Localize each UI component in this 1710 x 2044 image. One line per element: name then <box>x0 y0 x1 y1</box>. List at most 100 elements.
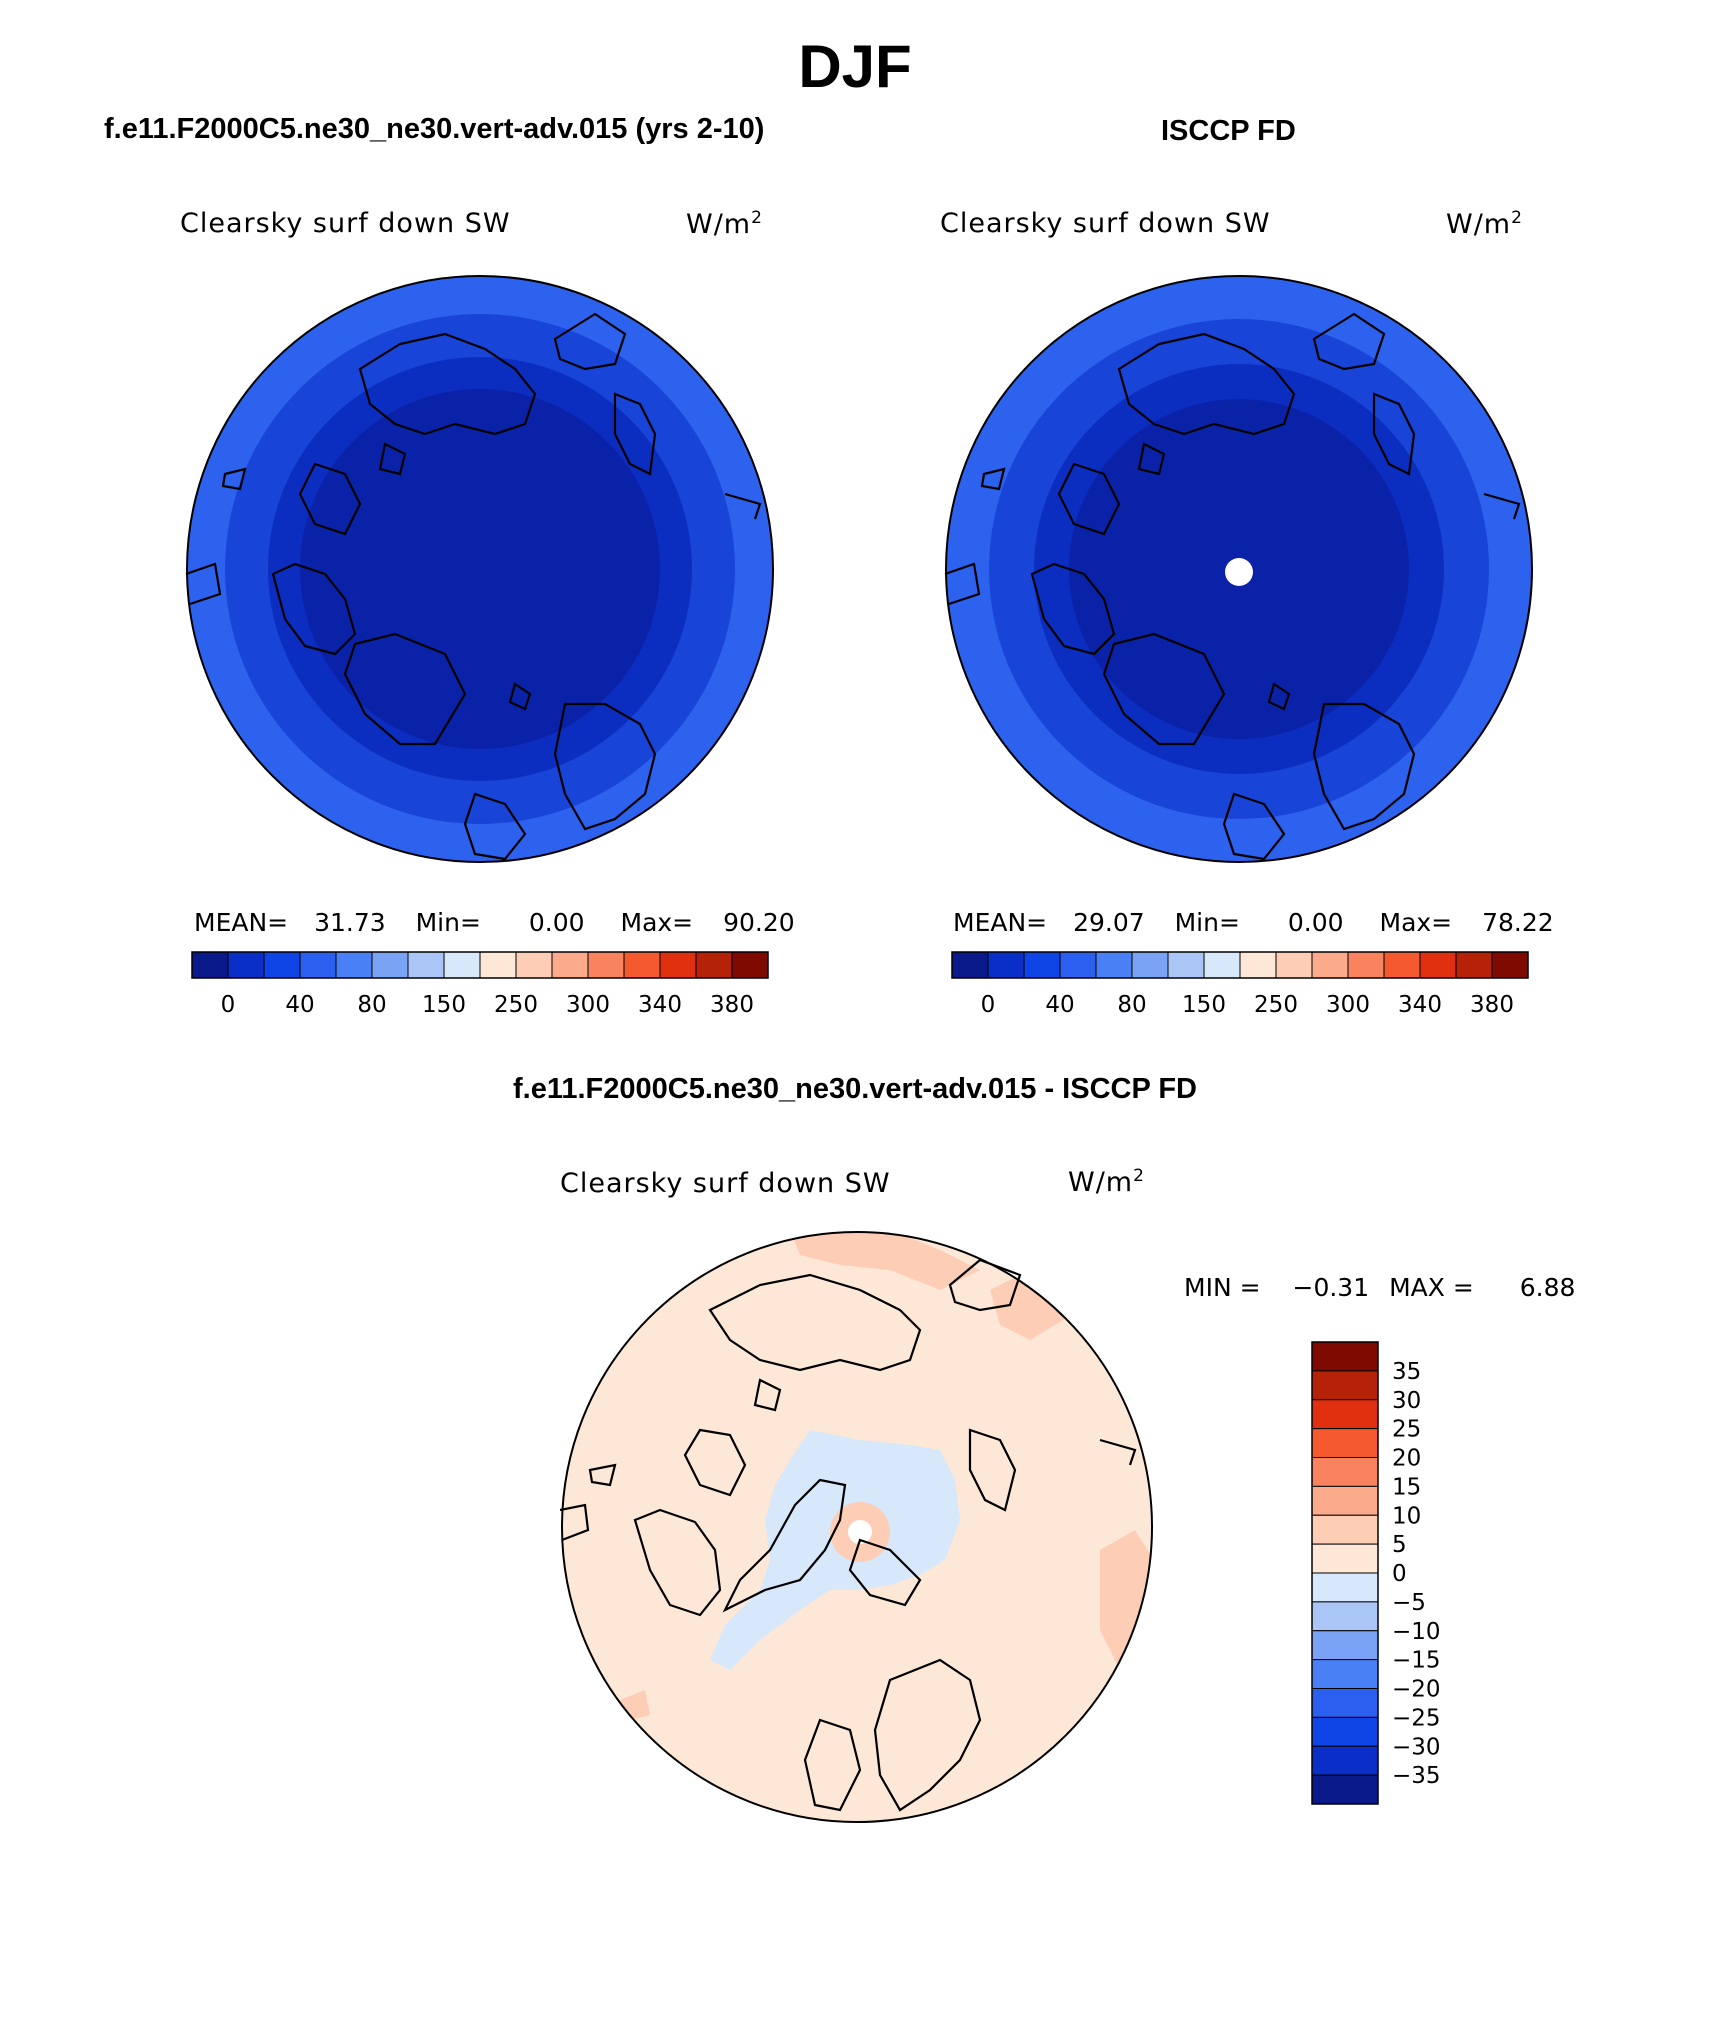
panel-3-colorbar-tick-label: 20 <box>1392 1446 1421 1472</box>
panel-2-max-value: 78.22 <box>1482 908 1554 937</box>
panel-3-max-value: 6.88 <box>1519 1273 1576 1302</box>
panel-1-min-label: Min= <box>415 908 481 937</box>
panel-3-units-exp: 2 <box>1133 1166 1145 1186</box>
panel-3-colorbar-swatch <box>1311 1572 1379 1603</box>
panel-1-map <box>185 275 774 863</box>
panel-1-title: f.e11.F2000C5.ne30_ne30.vert-adv.015 (yr… <box>104 113 765 145</box>
panel-3-stats: MIN = −0.31 MAX = 6.88 <box>1184 1273 1575 1302</box>
panel-3-colorbar-tick-label: 10 <box>1392 1503 1421 1529</box>
panel-3-colorbar-tick-label: 15 <box>1392 1474 1421 1500</box>
panel-3-title: f.e11.F2000C5.ne30_ne30.vert-adv.015 - I… <box>512 1073 1197 1105</box>
panel-1-colorbar: 0 40 80 150 250 300 340 380 <box>191 951 769 1018</box>
panel-2-colorbar-tick-label: 300 <box>1326 992 1370 1018</box>
panel-1-colorbar-swatch <box>623 951 661 979</box>
panel-1-colorbar-tick-label: 40 <box>285 992 314 1018</box>
panel-3-colorbar-tick-label: −35 <box>1392 1763 1441 1789</box>
panel-2-variable-label: Clearsky surf down SW <box>940 208 1271 239</box>
panel-1-units: W/m2 <box>686 208 763 240</box>
panel-3-colorbar-swatch <box>1311 1630 1379 1661</box>
panel-3-map-border <box>561 1231 1153 1823</box>
panel-1-min-value: 0.00 <box>528 908 585 937</box>
panel-1-colorbar-border <box>191 951 769 979</box>
panel-3-coastlines <box>560 1258 1137 1812</box>
panel-3-colorbar-tick-label: 5 <box>1392 1532 1407 1558</box>
panel-3-colorbar-swatch <box>1311 1659 1379 1689</box>
panel-2-units-base: W/m <box>1446 209 1512 240</box>
panel-2-units: W/m2 <box>1446 208 1523 240</box>
panel-2-units-exp: 2 <box>1511 208 1523 228</box>
panel-2-map-border <box>945 275 1533 863</box>
panel-2-title: ISCCP FD <box>1161 115 1296 147</box>
panel-3-colorbar-swatch <box>1311 1774 1379 1805</box>
panel-2-min-label: Min= <box>1174 908 1240 937</box>
panel-1-colorbar-tick-label: 250 <box>494 992 538 1018</box>
panel-1-units-exp: 2 <box>751 208 763 228</box>
panel-2-colorbar-swatch <box>1383 951 1421 979</box>
panel-2-coastlines <box>944 312 1521 861</box>
panel-2-pole-hole <box>1225 558 1253 586</box>
panel-1-map-border <box>186 275 774 863</box>
panel-1-colorbar-swatch <box>731 951 769 979</box>
panel-3-colorbar-border <box>1311 1341 1379 1805</box>
panel-3-max-label: MAX = <box>1389 1273 1474 1302</box>
panel-1-variable-label: Clearsky surf down SW <box>180 208 511 239</box>
panel-3-colorbar-swatch <box>1311 1745 1379 1776</box>
panel-2-map <box>944 275 1533 863</box>
panel-1-colorbar-tick-label: 380 <box>710 992 754 1018</box>
panel-3-map <box>560 1231 1153 1823</box>
panel-3-colorbar-swatch <box>1311 1543 1379 1574</box>
panel-1-colorbar-swatch <box>191 951 229 979</box>
figure-title: DJF <box>798 33 912 100</box>
panel-1-units-base: W/m <box>686 209 752 240</box>
panel-3-colorbar-swatch <box>1311 1514 1379 1545</box>
panel-3-colorbar-tick-label: −20 <box>1392 1677 1441 1703</box>
panel-3-colorbar-tick-label: −25 <box>1392 1705 1441 1731</box>
panel-1-colorbar-swatch <box>335 951 373 979</box>
panel-1-colorbar-swatch <box>407 951 445 979</box>
panel-3-positive-patch-ne <box>990 1270 1080 1340</box>
panel-2-colorbar-tick-label: 250 <box>1254 992 1298 1018</box>
panel-3-colorbar-tick-label: 0 <box>1392 1561 1407 1587</box>
panel-2-colorbar-swatch <box>1167 951 1205 979</box>
panel-3-units-base: W/m <box>1068 1167 1134 1198</box>
panel-2-colorbar-swatch <box>1203 951 1241 979</box>
panel-2-mean-value: 29.07 <box>1073 908 1145 937</box>
panel-2-colorbar-swatch <box>1023 951 1061 979</box>
panel-3-colorbar-tick-label: −5 <box>1392 1590 1426 1616</box>
panel-1-colorbar-tick-label: 340 <box>638 992 682 1018</box>
panel-3-negative-region <box>710 1430 960 1670</box>
panel-1-colorbar-swatch <box>263 951 301 979</box>
panel-3-positive-patch-north <box>790 1232 980 1290</box>
panel-1-mean-value: 31.73 <box>314 908 386 937</box>
panel-2-colorbar-tick-label: 80 <box>1117 992 1146 1018</box>
panel-2-colorbar-swatch <box>1455 951 1493 979</box>
panel-2-colorbar-swatch <box>1311 951 1349 979</box>
panel-3-colorbar-swatch <box>1311 1399 1379 1430</box>
panel-1-colorbar-swatch <box>587 951 625 979</box>
panel-2-colorbar-swatch <box>1095 951 1133 979</box>
panel-3-colorbar-tick-label: 30 <box>1392 1388 1421 1414</box>
panel-1-colorbar-swatch <box>479 951 517 979</box>
panel-3-colorbar-swatch <box>1311 1341 1379 1372</box>
panel-1-colorbar-swatch <box>227 951 265 979</box>
panel-2-colorbar-tick-label: 0 <box>981 992 996 1018</box>
panel-1-colorbar-tick-label: 80 <box>357 992 386 1018</box>
panel-3-colorbar-swatch <box>1311 1601 1379 1632</box>
panel-1-colorbar-tick-label: 0 <box>221 992 236 1018</box>
panel-3-min-label: MIN = <box>1184 1273 1261 1302</box>
panel-3-colorbar-swatch <box>1311 1485 1379 1516</box>
panel-2-min-value: 0.00 <box>1287 908 1344 937</box>
panel-2-colorbar: 0 40 80 150 250 300 340 380 <box>951 951 1529 1018</box>
panel-2-colorbar-tick-label: 340 <box>1398 992 1442 1018</box>
panel-2-colorbar-swatch <box>1239 951 1277 979</box>
panel-3-positive-patch-se <box>1060 1730 1120 1790</box>
panel-3-colorbar-swatch <box>1311 1457 1379 1487</box>
panel-3-units: W/m2 <box>1068 1166 1145 1198</box>
panel-2-colorbar-swatch <box>951 951 989 979</box>
panel-1-mean-label: MEAN= <box>194 908 289 937</box>
panel-1-colorbar-swatch <box>551 951 589 979</box>
panel-1-colorbar-swatch <box>299 951 337 979</box>
panel-1-stats: MEAN= 31.73 Min= 0.00 Max= 90.20 <box>194 908 795 937</box>
panel-1-max-label: Max= <box>620 908 694 937</box>
